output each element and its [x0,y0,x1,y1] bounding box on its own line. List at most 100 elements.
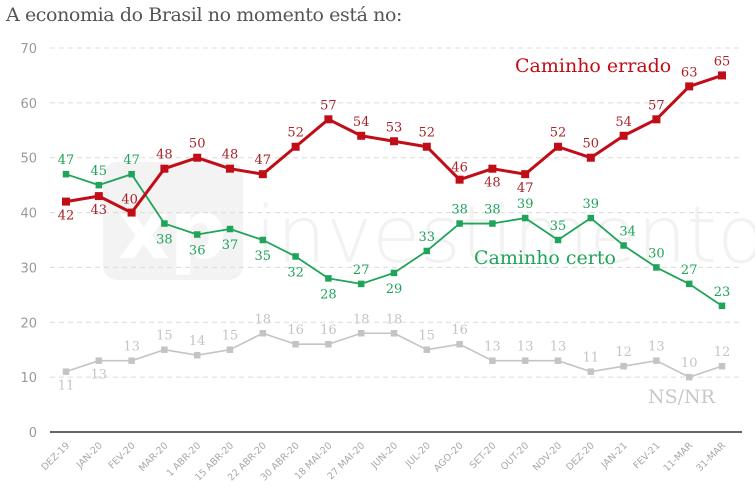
chart-title: A economia do Brasil no momento está no: [6,4,403,26]
data-point [193,231,201,238]
data-label: 33 [419,230,436,245]
data-label: 13 [648,340,665,355]
data-point [62,368,70,375]
data-label: 57 [648,98,665,113]
data-label: 50 [189,137,206,152]
data-label: 15 [419,329,436,344]
data-point [422,142,431,151]
data-label: 13 [484,340,501,355]
series-layer: 11 13 13 15 14 15 18 16 16 18 18 15 16 13 13 13 11 12 13 10… [58,54,731,393]
data-point [292,340,299,348]
series-caminho-errado: 42 43 40 48 50 48 47 52 57 54 53 52 46 48 47 52 50 54 57 63… [58,54,731,223]
data-label: 18 [386,312,403,327]
data-point [292,253,299,260]
y-tick-label: 0 [29,426,37,441]
data-label: 23 [714,285,731,300]
x-tick-label: FEV-20 [107,440,138,471]
data-point [291,142,300,151]
data-point [226,225,234,233]
x-tick-label: DEZ-20 [564,440,597,473]
data-label: 32 [287,265,304,280]
x-tick-label: JUL-20 [403,440,433,470]
data-point [718,302,726,310]
data-point [226,346,234,353]
data-point [619,131,628,140]
x-tick-label: JAN-20 [74,440,105,471]
x-tick-label: MAR-20 [137,440,171,474]
y-axis: 0 10 20 30 40 50 60 70 [20,42,37,441]
data-point [652,115,661,124]
data-point [259,330,267,337]
data-label: 54 [353,115,370,130]
data-label: 39 [517,197,534,212]
legend-label: NS/NR [648,386,716,408]
watermark-text: investimentos [255,191,755,281]
data-point [554,236,562,244]
data-label: 47 [517,181,534,196]
x-tick-label: JAN-21 [599,440,630,471]
data-label: 13 [550,340,567,355]
data-label: 29 [386,282,403,297]
y-tick-label: 60 [20,97,37,112]
data-label: 27 [353,263,370,278]
data-label: 37 [222,238,239,253]
data-label: 11 [58,379,75,394]
y-tick-label: 50 [20,152,37,167]
data-point [521,170,530,179]
data-point [62,197,70,206]
data-label: 65 [714,54,731,69]
data-label: 34 [619,224,636,239]
data-point [127,208,136,217]
y-tick-label: 10 [20,371,37,386]
data-label: 13 [91,368,108,383]
x-tick-label: DEZ-19 [39,440,72,473]
data-point [161,346,168,353]
data-point [161,220,168,227]
data-label: 57 [320,98,337,113]
data-label: 40 [121,193,138,208]
data-point [193,153,202,162]
data-point [521,214,529,222]
data-point [357,330,365,337]
x-tick-label: JUN-20 [369,440,400,471]
data-point [390,137,398,146]
watermark: xp investimentos [103,162,755,281]
data-label: 43 [91,203,108,218]
data-label: 16 [451,323,468,338]
data-point [390,269,398,277]
x-tick-label: OUT-20 [499,440,531,472]
data-label: 50 [583,137,600,152]
data-label: 35 [255,249,272,264]
data-point [128,170,135,178]
data-label: 27 [681,263,698,278]
data-label: 38 [484,203,501,218]
data-point [160,164,169,173]
data-label: 45 [91,164,108,179]
series-names: Caminho errado Caminho certo NS/NR [474,55,716,408]
y-tick-label: 20 [20,316,37,331]
data-point [685,373,693,381]
legend-label: Caminho errado [515,55,671,77]
data-label: 18 [353,312,370,327]
data-point [128,357,135,364]
data-point [324,115,333,124]
data-point [226,164,234,173]
data-point [423,346,431,353]
x-tick-label: SET-20 [468,440,499,471]
data-label: 28 [320,287,337,302]
data-point [193,351,201,359]
data-label: 52 [287,126,304,141]
data-point [620,242,627,249]
data-point [357,131,366,140]
data-point [456,220,463,227]
data-label: 15 [156,329,173,344]
data-point [587,368,595,375]
data-point [488,164,497,173]
data-label: 18 [255,312,272,327]
y-tick-label: 40 [20,207,37,222]
x-tick-label: NOV-20 [531,440,564,473]
x-tick-label: 11-MAR [662,440,696,474]
data-label: 63 [681,65,698,80]
data-point [390,330,398,337]
